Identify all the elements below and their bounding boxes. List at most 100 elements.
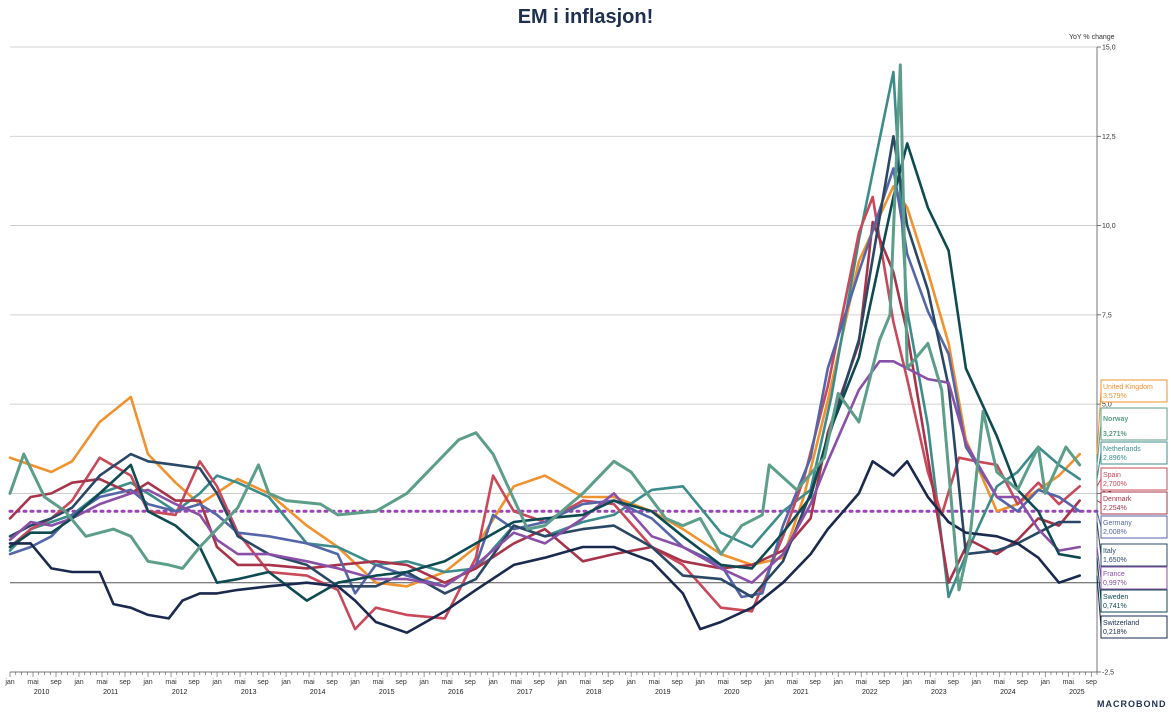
series-line-germany [8, 167, 1081, 599]
x-month-label: jan [902, 679, 912, 686]
x-month-label: mai [925, 679, 937, 686]
x-year-label: 2018 [586, 689, 602, 696]
y-tick-label: 10,0 [1102, 223, 1116, 230]
x-month-label: sep [1017, 679, 1028, 686]
x-month-label: sep [672, 679, 683, 686]
series-label-name: Germany [1103, 520, 1132, 527]
series-label-value: 2,008% [1103, 529, 1127, 536]
series-label-connector [1096, 557, 1102, 602]
x-year-label: 2015 [379, 689, 395, 696]
x-month-label: sep [50, 679, 61, 686]
x-month-label: mai [234, 679, 246, 686]
x-month-label: mai [1063, 679, 1075, 686]
series-label-connector [1096, 423, 1102, 465]
series-label-name: Italy [1103, 548, 1116, 555]
chart-title: EM i inflasjon! [517, 6, 654, 28]
x-month-label: sep [188, 679, 199, 686]
x-month-label: sep [119, 679, 130, 686]
x-month-label: mai [372, 679, 384, 686]
x-month-label: jan [625, 679, 635, 686]
x-month-label: mai [787, 679, 799, 686]
y-tick-label: 5,0 [1102, 402, 1112, 409]
x-month-label: jan [280, 679, 290, 686]
series-label-name: Spain [1103, 472, 1121, 479]
x-year-label: 2014 [310, 689, 326, 696]
y-unit-label: YoY % change [1069, 34, 1115, 41]
series-label-name: Denmark [1103, 496, 1132, 503]
y-tick-label: 15,0 [1102, 45, 1116, 52]
x-month-label: mai [856, 679, 868, 686]
x-month-label: mai [649, 679, 661, 686]
y-tick-label: 7,5 [1102, 312, 1112, 319]
x-month-label: mai [27, 679, 39, 686]
y-tick-label: 12,5 [1102, 134, 1116, 141]
series-label-connector [1096, 511, 1102, 528]
x-month-label: sep [879, 679, 890, 686]
x-month-label: sep [602, 679, 613, 686]
series-line-denmark [8, 220, 1081, 585]
x-month-label: mai [441, 679, 453, 686]
series-label-value: 1,650% [1103, 557, 1127, 564]
series-label-connector [1096, 390, 1102, 455]
x-month-label: mai [303, 679, 315, 686]
series-label-connector [1096, 575, 1102, 628]
y-tick-label: -2,5 [1102, 670, 1114, 677]
x-year-label: 2010 [34, 689, 50, 696]
series-label-name: Netherlands [1103, 446, 1141, 453]
x-month-label: jan [556, 679, 566, 686]
x-month-label: jan [1040, 679, 1050, 686]
series-label-connector [1096, 478, 1102, 487]
x-month-label: sep [810, 679, 821, 686]
x-year-label: 2024 [1000, 689, 1016, 696]
series-label-value: 0,741% [1103, 603, 1127, 610]
series-label-value: 2,254% [1103, 505, 1127, 512]
x-month-label: mai [165, 679, 177, 686]
series-line-france [8, 359, 1081, 588]
x-month-label: sep [395, 679, 406, 686]
x-month-label: jan [4, 679, 14, 686]
series-label-value: 3,271% [1103, 431, 1128, 438]
x-year-label: 2013 [241, 689, 257, 696]
x-year-label: 2019 [655, 689, 671, 696]
x-month-label: mai [994, 679, 1006, 686]
x-month-label: sep [326, 679, 337, 686]
series-label-connector [1096, 546, 1102, 579]
x-month-label: sep [533, 679, 544, 686]
series-label-value: 0,997% [1103, 580, 1127, 587]
series-label-value: 2,700% [1103, 481, 1127, 488]
x-month-label: jan [971, 679, 981, 686]
series-line-italy [8, 135, 1081, 599]
x-month-label: jan [211, 679, 221, 686]
series-label-name: France [1103, 571, 1125, 578]
x-year-label: 2023 [931, 689, 947, 696]
x-year-label: 2022 [862, 689, 878, 696]
x-year-label: 2016 [448, 689, 464, 696]
series-line-sweden [8, 142, 1081, 602]
x-month-label: jan [418, 679, 428, 686]
x-year-label: 2011 [103, 689, 118, 696]
x-month-label: sep [948, 679, 959, 686]
x-month-label: jan [833, 679, 843, 686]
series-line-switzerland [8, 459, 1081, 635]
series-label-name: United Kingdom [1103, 384, 1153, 391]
series-label-value: 2,896% [1103, 455, 1127, 462]
x-month-label: mai [96, 679, 108, 686]
series-line-norway [8, 63, 1082, 592]
x-month-label: sep [1086, 679, 1097, 686]
x-month-label: jan [142, 679, 152, 686]
series-label-name: Sweden [1103, 594, 1128, 601]
series-label-connector [1096, 452, 1102, 480]
x-month-label: sep [741, 679, 752, 686]
x-month-label: jan [487, 679, 497, 686]
x-year-label: 2017 [517, 689, 533, 696]
series-label-name: Norway [1103, 416, 1128, 423]
series-label-value: 0,218% [1103, 629, 1127, 636]
x-year-label: 2020 [724, 689, 740, 696]
series-label-connector [1096, 521, 1102, 556]
series-group [8, 63, 1082, 635]
x-month-label: mai [510, 679, 522, 686]
series-label-name: Switzerland [1103, 620, 1139, 627]
x-year-label: 2025 [1069, 689, 1085, 696]
